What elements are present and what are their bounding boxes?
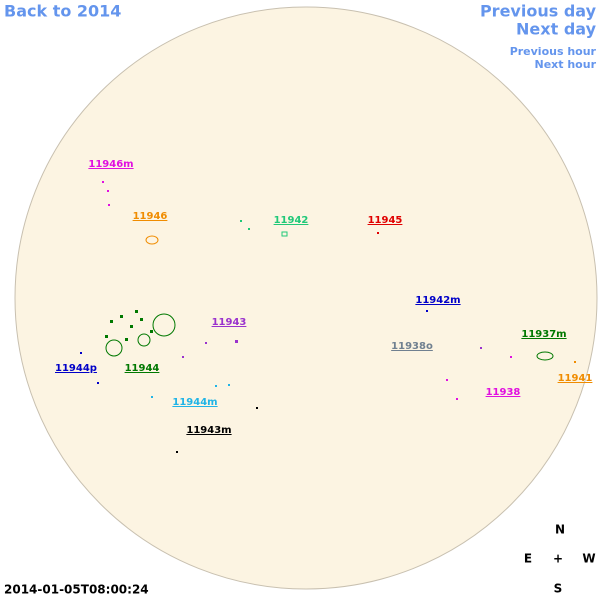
back-link[interactable]: Back to 2014	[4, 2, 121, 21]
solar-disk	[14, 6, 598, 590]
region-label[interactable]: 11937m	[521, 329, 566, 340]
timestamp: 2014-01-05T08:00:24	[4, 583, 149, 597]
region-label[interactable]: 11944	[125, 363, 160, 374]
region-label[interactable]: 11942	[274, 215, 309, 226]
region-label[interactable]: 11941	[558, 373, 593, 384]
region-label[interactable]: 11942m	[415, 295, 460, 306]
region-label[interactable]: 11944m	[172, 397, 217, 408]
previous-hour-link[interactable]: Previous hour	[510, 45, 597, 58]
compass-center: +	[553, 552, 563, 566]
region-label[interactable]: 11944p	[55, 363, 97, 374]
region-label[interactable]: 11943	[212, 317, 247, 328]
region-label[interactable]: 11943m	[186, 425, 231, 436]
region-label[interactable]: 11946	[133, 211, 168, 222]
region-label[interactable]: 11945	[368, 215, 403, 226]
compass-south: S	[554, 582, 563, 596]
next-hour-link[interactable]: Next hour	[535, 58, 597, 71]
compass-west: W	[582, 552, 595, 566]
region-label[interactable]: 11946m	[88, 159, 133, 170]
next-day-link[interactable]: Next day	[516, 20, 597, 39]
region-label[interactable]: 11938o	[391, 341, 433, 352]
previous-day-link[interactable]: Previous day	[480, 2, 597, 21]
region-label[interactable]: 11938	[486, 387, 521, 398]
sunspots	[80, 181, 576, 453]
compass-east: E	[524, 552, 532, 566]
compass-north: N	[555, 523, 565, 537]
region-labels: 11946m 11946 11942 11945 11942m 11943 11938o 11…	[55, 159, 592, 436]
